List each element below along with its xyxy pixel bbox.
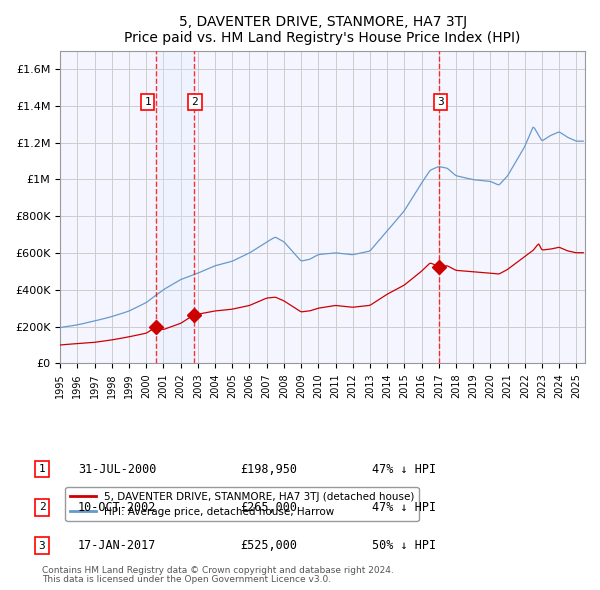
Text: £525,000: £525,000	[240, 539, 297, 552]
Bar	[156, 51, 194, 363]
Text: £265,000: £265,000	[240, 501, 297, 514]
Text: 2: 2	[38, 503, 46, 512]
Text: 3: 3	[437, 97, 443, 107]
Text: 31-JUL-2000: 31-JUL-2000	[78, 463, 157, 476]
Text: 17-JAN-2017: 17-JAN-2017	[78, 539, 157, 552]
Text: 10-OCT-2002: 10-OCT-2002	[78, 501, 157, 514]
Text: 1: 1	[144, 97, 151, 107]
Text: £198,950: £198,950	[240, 463, 297, 476]
Text: Contains HM Land Registry data © Crown copyright and database right 2024.: Contains HM Land Registry data © Crown c…	[42, 566, 394, 575]
Text: 1: 1	[38, 464, 46, 474]
Text: 50% ↓ HPI: 50% ↓ HPI	[372, 539, 436, 552]
Legend: 5, DAVENTER DRIVE, STANMORE, HA7 3TJ (detached house), HPI: Average price, detac: 5, DAVENTER DRIVE, STANMORE, HA7 3TJ (de…	[65, 487, 419, 521]
Title: 5, DAVENTER DRIVE, STANMORE, HA7 3TJ
Price paid vs. HM Land Registry's House Pri: 5, DAVENTER DRIVE, STANMORE, HA7 3TJ Pri…	[124, 15, 521, 45]
Text: 47% ↓ HPI: 47% ↓ HPI	[372, 463, 436, 476]
Text: 3: 3	[38, 541, 46, 550]
Text: 47% ↓ HPI: 47% ↓ HPI	[372, 501, 436, 514]
Text: 2: 2	[191, 97, 199, 107]
Text: This data is licensed under the Open Government Licence v3.0.: This data is licensed under the Open Gov…	[42, 575, 331, 584]
